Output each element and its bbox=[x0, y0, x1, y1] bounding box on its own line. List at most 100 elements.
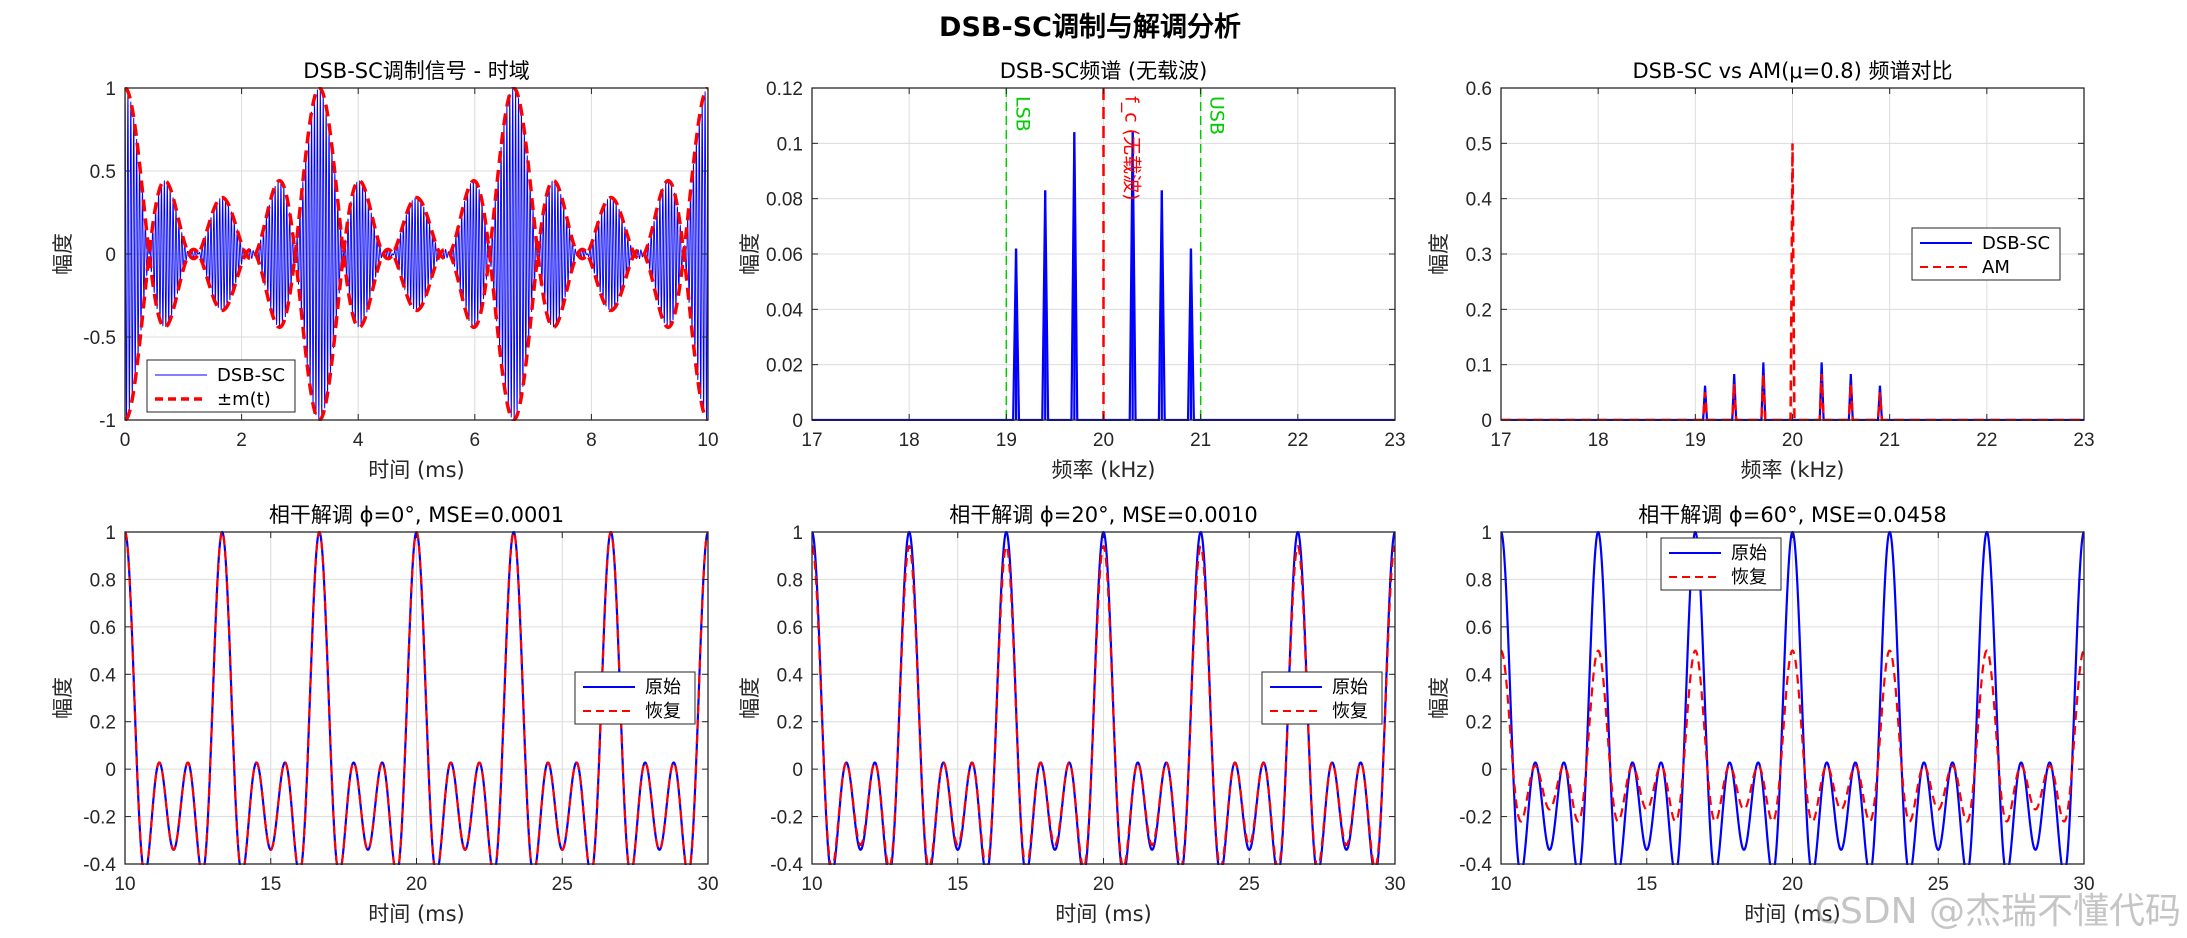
series-envelope-lower bbox=[125, 178, 708, 421]
x-axis-label: 时间 (ms) bbox=[368, 458, 464, 482]
y-tick-label: -0.4 bbox=[1459, 855, 1492, 876]
x-tick-label: 21 bbox=[1879, 430, 1900, 451]
x-tick-label: 17 bbox=[801, 430, 822, 451]
y-tick-label: 0 bbox=[1481, 760, 1492, 781]
x-tick-label: 20 bbox=[1782, 874, 1803, 895]
figure-suptitle: DSB-SC调制与解调分析 bbox=[939, 12, 1241, 43]
y-tick-label: 0.06 bbox=[766, 245, 803, 266]
series-recovered-line bbox=[812, 544, 1395, 865]
y-tick-label: 0.8 bbox=[90, 570, 116, 591]
y-tick-label: 0.3 bbox=[1466, 245, 1492, 266]
y-tick-label: 0.2 bbox=[777, 713, 803, 734]
legend-entry: DSB-SC bbox=[1982, 233, 2050, 254]
x-axis-label: 时间 (ms) bbox=[368, 902, 464, 926]
y-tick-label: 0.6 bbox=[777, 618, 803, 639]
x-axis-label: 时间 (ms) bbox=[1744, 902, 1840, 926]
x-tick-label: 10 bbox=[801, 874, 822, 895]
y-tick-label: -0.4 bbox=[83, 855, 116, 876]
legend-entry: 恢复 bbox=[645, 701, 681, 722]
y-tick-label: -1 bbox=[99, 411, 116, 432]
legend-entry: ±m(t) bbox=[217, 389, 271, 410]
y-tick-label: 0.04 bbox=[766, 300, 803, 321]
panel-title: 相干解调 ϕ=60°, MSE=0.0458 bbox=[1638, 503, 1947, 527]
x-tick-label: 20 bbox=[1093, 874, 1114, 895]
x-tick-label: 2 bbox=[236, 430, 247, 451]
y-tick-label: 0 bbox=[105, 760, 116, 781]
legend-entry: 原始 bbox=[645, 677, 681, 698]
panel-title: 相干解调 ϕ=0°, MSE=0.0001 bbox=[269, 503, 564, 527]
x-tick-label: 10 bbox=[114, 874, 135, 895]
marker-label: LSB bbox=[1011, 96, 1033, 132]
y-tick-label: 0.6 bbox=[1466, 618, 1492, 639]
panel-p5: 10 15 20 25 30 -0.4 -0.2 0 0.2 0.4 0.6 0.8 1 相干解调 ϕ=2… bbox=[738, 503, 1406, 926]
panel-p3: 17 18 19 20 21 22 23 0 0.1 0.2 0.3 0.4 0.5 0.6 DSB-SC … bbox=[1427, 59, 2095, 482]
y-tick-label: 1 bbox=[105, 523, 116, 544]
y-tick-label: 0 bbox=[792, 411, 803, 432]
y-tick-label: 0 bbox=[1481, 411, 1492, 432]
y-tick-label: 0.12 bbox=[766, 79, 803, 100]
series-envelope-upper bbox=[125, 87, 708, 330]
y-tick-label: 1 bbox=[105, 79, 116, 100]
x-tick-label: 17 bbox=[1490, 430, 1511, 451]
marker-label: USB bbox=[1206, 96, 1228, 135]
y-tick-label: -0.4 bbox=[770, 855, 803, 876]
y-tick-label: 0.4 bbox=[90, 665, 117, 686]
legend: DSB-SC AM bbox=[1911, 227, 2061, 281]
legend-entry: AM bbox=[1982, 257, 2010, 278]
x-tick-label: 8 bbox=[586, 430, 597, 451]
x-tick-label: 23 bbox=[2073, 430, 2094, 451]
panel-title: DSB-SC调制信号 - 时域 bbox=[303, 59, 529, 83]
y-axis-label: 幅度 bbox=[1427, 233, 1451, 275]
y-axis-label: 幅度 bbox=[1427, 677, 1451, 719]
legend-entry: 恢复 bbox=[1332, 701, 1368, 722]
panel-title: DSB-SC vs AM(μ=0.8) 频谱对比 bbox=[1632, 59, 1952, 83]
y-tick-label: -0.5 bbox=[83, 328, 116, 349]
legend: DSB-SC ±m(t) bbox=[146, 359, 296, 413]
x-axis-label: 频率 (kHz) bbox=[1740, 458, 1844, 482]
y-tick-label: 0.5 bbox=[90, 162, 116, 183]
y-tick-label: 1 bbox=[1481, 523, 1492, 544]
legend-box bbox=[574, 671, 696, 725]
panel-p4: 10 15 20 25 30 -0.4 -0.2 0 0.2 0.4 0.6 0.8 1 相干解调 ϕ=0… bbox=[51, 503, 719, 926]
panel-p2: LSB f_c (无载波) USB 17 18 19 20 21 22 23 0 0.02 0.04 0.… bbox=[738, 59, 1406, 482]
panel-p6: 10 15 20 25 30 -0.4 -0.2 0 0.2 0.4 0.6 0.8 1 相干解调 ϕ=6… bbox=[1427, 503, 2095, 926]
panel-title: 相干解调 ϕ=20°, MSE=0.0010 bbox=[949, 503, 1258, 527]
x-tick-label: 25 bbox=[1928, 874, 1949, 895]
x-tick-label: 0 bbox=[120, 430, 131, 451]
legend-box bbox=[1261, 671, 1383, 725]
y-axis-label: 幅度 bbox=[51, 233, 75, 275]
y-axis-label: 幅度 bbox=[738, 233, 762, 275]
y-axis-label: 幅度 bbox=[51, 677, 75, 719]
x-tick-label: 30 bbox=[697, 874, 718, 895]
x-tick-label: 18 bbox=[1588, 430, 1609, 451]
y-tick-label: 0.4 bbox=[777, 665, 804, 686]
x-tick-label: 22 bbox=[1976, 430, 1997, 451]
y-tick-label: 0.1 bbox=[1466, 356, 1492, 377]
x-tick-label: 19 bbox=[1685, 430, 1706, 451]
data-layer bbox=[125, 87, 708, 421]
y-tick-label: 0.08 bbox=[766, 190, 803, 211]
y-tick-label: 1 bbox=[792, 523, 803, 544]
legend-box bbox=[1911, 227, 2061, 281]
y-tick-label: -0.2 bbox=[83, 808, 116, 829]
y-tick-label: 0.2 bbox=[1466, 300, 1492, 321]
y-tick-label: 0.8 bbox=[777, 570, 803, 591]
panel-title: DSB-SC频谱 (无载波) bbox=[1000, 59, 1208, 83]
y-tick-label: 0.2 bbox=[1466, 713, 1492, 734]
y-tick-label: -0.2 bbox=[770, 808, 803, 829]
legend-entry: 恢复 bbox=[1731, 567, 1767, 588]
y-axis-label: 幅度 bbox=[738, 677, 762, 719]
x-tick-label: 18 bbox=[899, 430, 920, 451]
x-tick-label: 20 bbox=[1782, 430, 1803, 451]
marker-label: f_c (无载波) bbox=[1121, 96, 1143, 201]
x-tick-label: 22 bbox=[1287, 430, 1308, 451]
y-tick-label: -0.2 bbox=[1459, 808, 1492, 829]
series-recovered-line bbox=[1501, 649, 2084, 823]
y-tick-label: 0.5 bbox=[1466, 134, 1492, 155]
x-tick-label: 20 bbox=[1093, 430, 1114, 451]
x-tick-label: 30 bbox=[2073, 874, 2094, 895]
